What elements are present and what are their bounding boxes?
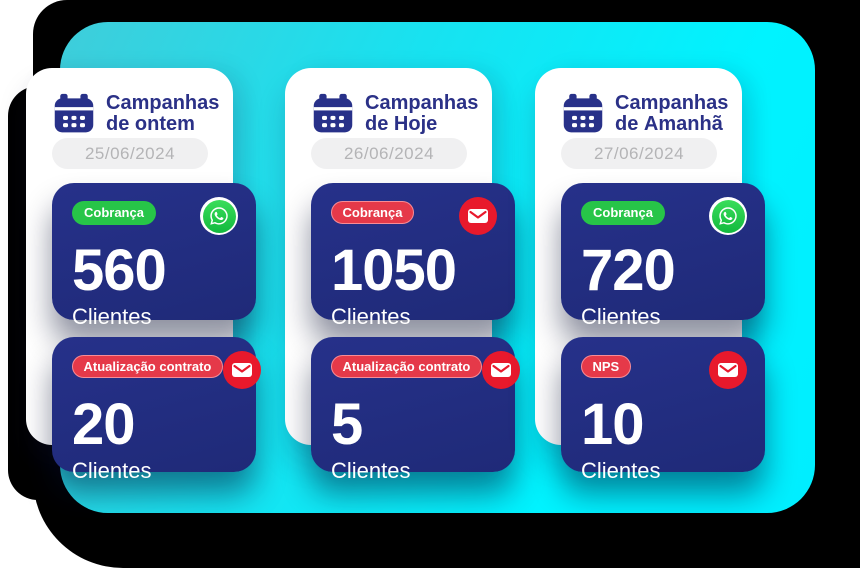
campaign-badge: Atualização contrato (331, 355, 482, 378)
calendar-icon (54, 93, 94, 133)
email-icon (481, 351, 520, 389)
client-count: 560 (72, 238, 167, 303)
metric-card-atualizacao-contrato[interactable]: Atualização contrato 5 Clientes (311, 337, 520, 483)
client-count: 10 (581, 392, 645, 457)
campaign-column-yesterday: Campanhas de ontem 25/06/2024 Cobrança 5… (26, 68, 261, 483)
column-title-line1: Campanhas (106, 92, 220, 114)
metric-card-cobranca[interactable]: Cobrança 720 Clientes (561, 183, 765, 329)
client-count: 20 (72, 392, 136, 457)
email-icon (709, 351, 747, 389)
email-icon (222, 351, 261, 389)
calendar-icon (313, 93, 353, 133)
column-header: Campanhas de Amanhã (561, 92, 728, 136)
metric-card-atualizacao-contrato[interactable]: Atualização contrato 20 Clientes (52, 337, 261, 483)
client-unit-label: Clientes (581, 458, 661, 483)
whatsapp-icon (200, 197, 238, 235)
client-count: 720 (581, 238, 676, 303)
email-icon (459, 197, 497, 235)
column-title-line1: Campanhas (615, 92, 729, 114)
client-unit-label: Clientes (581, 304, 661, 329)
date-pill: 25/06/2024 (52, 138, 208, 169)
column-header: Campanhas de Hoje (311, 92, 478, 136)
column-title-line2: de ontem (106, 113, 195, 135)
date-pill: 26/06/2024 (311, 138, 467, 169)
client-count: 1050 (331, 238, 457, 303)
client-unit-label: Clientes (331, 458, 411, 483)
column-title-line1: Campanhas (365, 92, 479, 114)
campaign-badge: Cobrança (581, 201, 665, 225)
campaign-column-today: Campanhas de Hoje 26/06/2024 Cobrança 10… (285, 68, 520, 483)
column-title: Campanhas de Amanhã (615, 93, 728, 135)
campaign-badge: NPS (581, 355, 631, 378)
client-count: 5 (331, 392, 363, 457)
metric-card-cobranca[interactable]: Cobrança 560 Clientes (52, 183, 256, 329)
date-pill: 27/06/2024 (561, 138, 717, 169)
metric-card-nps[interactable]: NPS 10 Clientes (561, 337, 765, 483)
column-title-line2: de Amanhã (615, 113, 723, 135)
campaign-badge: Atualização contrato (72, 355, 223, 378)
column-title: Campanhas de Hoje (365, 93, 478, 135)
client-unit-label: Clientes (72, 304, 152, 329)
campaign-badge: Cobrança (331, 201, 414, 224)
column-title: Campanhas de ontem (106, 93, 219, 135)
column-header: Campanhas de ontem (52, 92, 219, 136)
metric-card-cobranca[interactable]: Cobrança 1050 Clientes (311, 183, 515, 329)
campaign-column-tomorrow: Campanhas de Amanhã 27/06/2024 Cobrança … (535, 68, 765, 483)
column-title-line2: de Hoje (365, 113, 438, 135)
whatsapp-icon (709, 197, 747, 235)
client-unit-label: Clientes (331, 304, 411, 329)
campaign-badge: Cobrança (72, 201, 156, 225)
calendar-icon (563, 93, 603, 133)
client-unit-label: Clientes (72, 458, 152, 483)
